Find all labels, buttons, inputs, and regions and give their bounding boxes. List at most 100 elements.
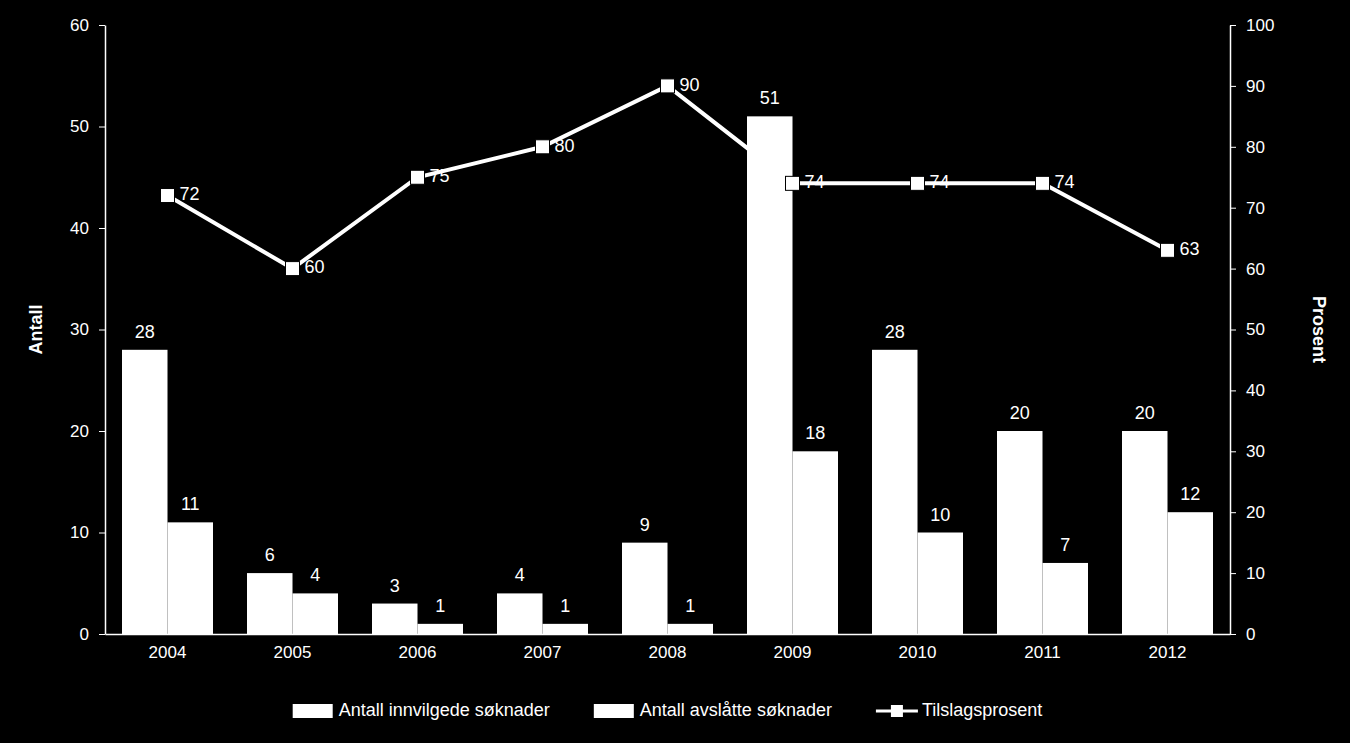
legend-swatch <box>594 704 634 718</box>
data-label: 4 <box>515 565 525 585</box>
tick: 50 <box>1230 320 1265 339</box>
axis-title: Prosent <box>1309 296 1329 363</box>
bar <box>1043 563 1089 634</box>
tick-label: 2005 <box>274 643 312 662</box>
tick-label: 80 <box>1246 138 1265 157</box>
bar <box>372 604 418 634</box>
tick: 30 <box>1230 442 1265 461</box>
legend-item: Antall avslåtte søknader <box>594 700 832 720</box>
tick: 100 <box>1230 16 1274 35</box>
bar <box>497 593 543 634</box>
tick: 2010 <box>899 643 937 662</box>
bar <box>122 350 168 634</box>
tick-mark <box>1230 86 1236 87</box>
x-axis: 2004 2005 2006 2007 2008 2009 2010 2011 2012 <box>106 635 1231 663</box>
tick: 90 <box>1230 77 1265 96</box>
tick-label: 2004 <box>149 643 187 662</box>
marker <box>536 140 550 154</box>
tick: 2009 <box>774 643 812 662</box>
data-label: 51 <box>760 88 780 108</box>
data-labels: 2863495128202011411118107127260758090747… <box>135 75 1201 616</box>
tick: 30 <box>70 320 105 339</box>
tick: 60 <box>1230 260 1265 279</box>
bar <box>543 624 589 634</box>
tick-label: 60 <box>70 16 89 35</box>
data-label: 75 <box>430 166 450 186</box>
tick-mark <box>99 25 105 26</box>
tick-label: 10 <box>70 523 89 542</box>
data-label: 6 <box>265 545 275 565</box>
data-label: 72 <box>180 184 200 204</box>
background <box>0 0 1350 743</box>
bar <box>168 522 214 634</box>
tick: 2008 <box>649 643 687 662</box>
bar <box>622 543 668 634</box>
tick-mark <box>99 634 105 635</box>
bar <box>418 624 464 634</box>
tick-label: 10 <box>1246 564 1265 583</box>
tick-label: 60 <box>1246 260 1265 279</box>
tick-mark <box>1230 269 1236 270</box>
bar <box>1168 512 1214 634</box>
data-label: 4 <box>310 565 320 585</box>
data-label: 74 <box>1055 172 1075 192</box>
tick: 80 <box>1230 138 1265 157</box>
bar <box>793 451 839 634</box>
tick: 2007 <box>524 643 562 662</box>
tick-mark <box>1230 634 1236 635</box>
tick-label: 100 <box>1246 16 1274 35</box>
data-label: 1 <box>685 596 695 616</box>
tick: 70 <box>1230 199 1265 218</box>
tick: 2006 <box>399 643 437 662</box>
bar <box>668 624 714 634</box>
legend-item: Tilslagsprosent <box>876 700 1042 720</box>
tick-label: 40 <box>1246 381 1265 400</box>
tick: 2005 <box>274 643 312 662</box>
data-label: 74 <box>805 172 825 192</box>
data-label: 20 <box>1135 403 1155 423</box>
marker <box>786 176 800 190</box>
tick: 2004 <box>149 643 187 662</box>
legend-label: Tilslagsprosent <box>922 700 1042 720</box>
tick: 50 <box>70 117 105 136</box>
data-label: 20 <box>1010 403 1030 423</box>
tick-mark <box>1230 330 1236 331</box>
bar <box>872 350 918 634</box>
bar <box>918 533 964 635</box>
tick: 40 <box>1230 381 1265 400</box>
tick-mark <box>99 533 105 534</box>
tick-label: 2012 <box>1149 643 1187 662</box>
bar <box>997 431 1043 634</box>
data-label: 7 <box>1060 535 1070 555</box>
tick-label: 0 <box>1246 625 1255 644</box>
tick-label: 20 <box>70 422 89 441</box>
data-label: 1 <box>560 596 570 616</box>
data-label: 80 <box>555 136 575 156</box>
tick: 10 <box>1230 564 1265 583</box>
tick: 20 <box>1230 503 1265 522</box>
tick: 60 <box>70 16 105 35</box>
axis-line <box>106 634 1231 636</box>
tick: 0 <box>80 625 105 644</box>
legend-item: Antall innvilgede søknader <box>293 700 550 720</box>
tick-mark <box>1230 208 1236 209</box>
tick-label: 2009 <box>774 643 812 662</box>
legend-label: Antall innvilgede søknader <box>339 700 550 720</box>
legend-swatch <box>891 705 903 717</box>
tick-mark <box>1230 25 1236 26</box>
tick-label: 30 <box>1246 442 1265 461</box>
data-label: 90 <box>680 75 700 95</box>
tick-mark <box>99 330 105 331</box>
bar <box>1122 431 1168 634</box>
tick-mark <box>99 127 105 128</box>
chart-svg: 2863495128202011411118107127260758090747… <box>0 0 1350 743</box>
legend: Antall innvilgede søknader Antall avslått… <box>293 700 1043 720</box>
y-axis: 0102030405060 <box>70 16 105 644</box>
legend-label: Antall avslåtte søknader <box>640 700 832 720</box>
bar <box>247 573 293 634</box>
data-label: 60 <box>305 257 325 277</box>
tick-label: 0 <box>80 625 89 644</box>
tick-label: 2011 <box>1024 643 1061 662</box>
tick: 2012 <box>1149 643 1187 662</box>
tick-label: 20 <box>1246 503 1265 522</box>
